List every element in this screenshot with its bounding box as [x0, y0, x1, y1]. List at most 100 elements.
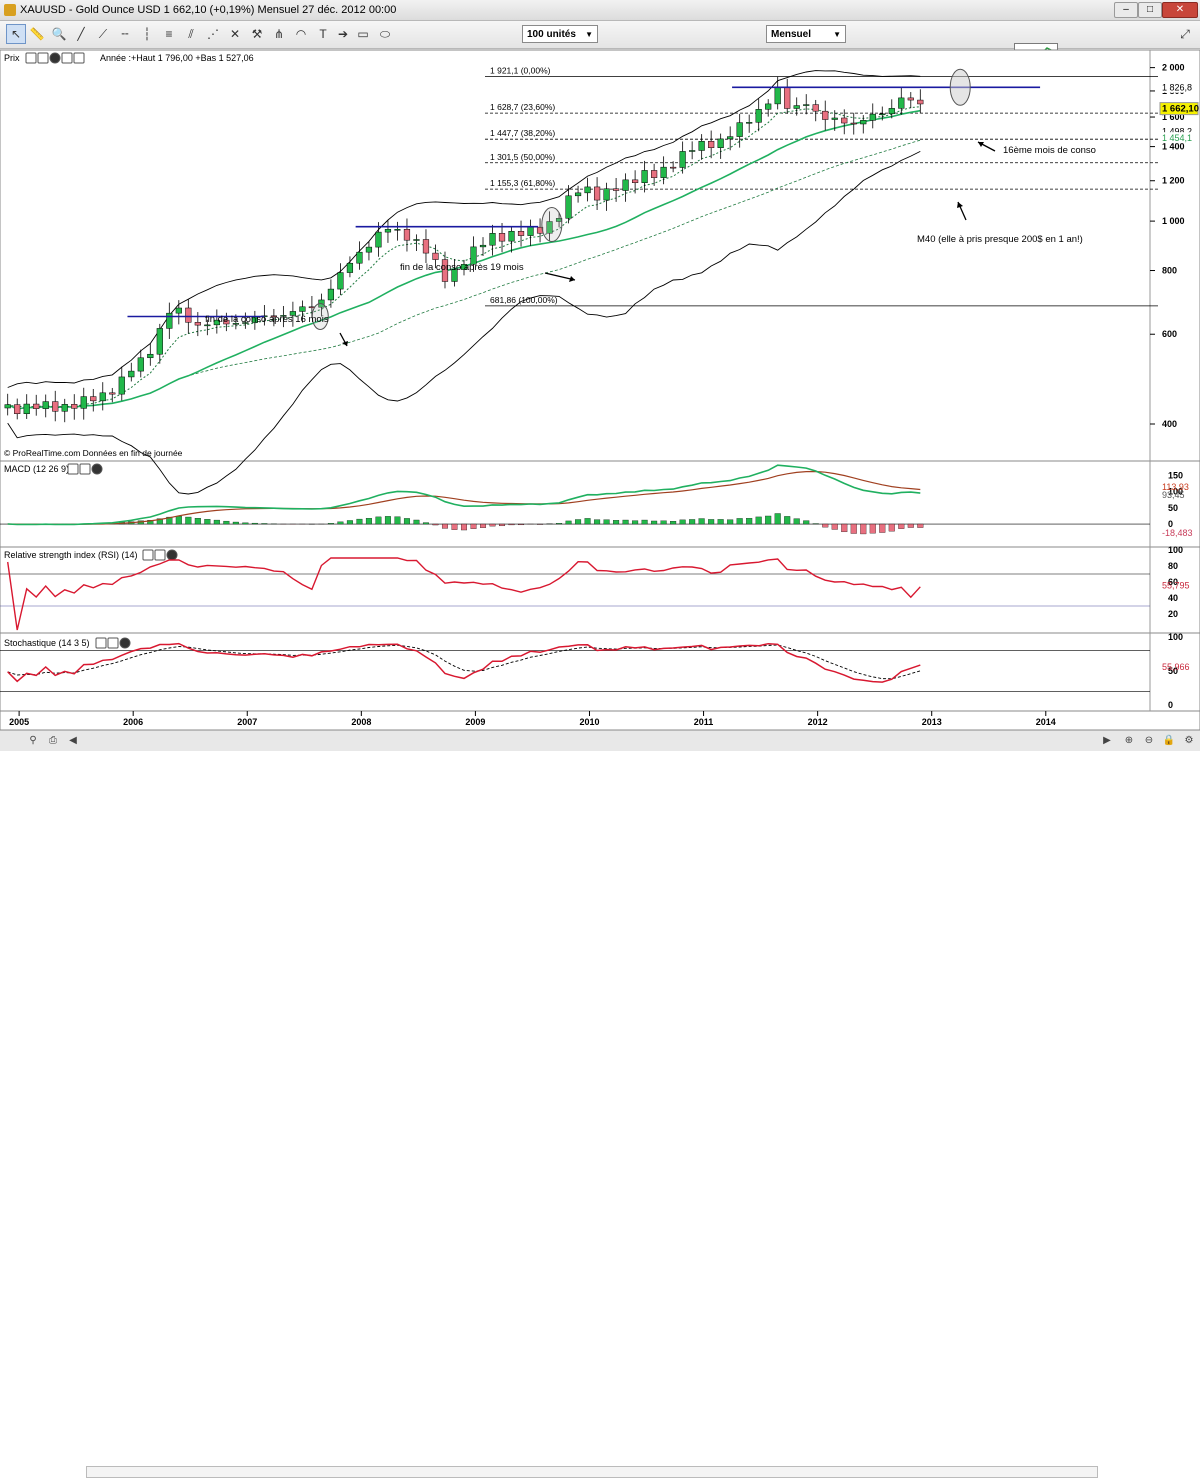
candle — [851, 123, 857, 124]
macd-histogram-bar — [908, 524, 914, 528]
macd-histogram-bar — [480, 524, 486, 528]
window-icon — [155, 550, 165, 560]
candle — [52, 402, 58, 412]
macd-histogram-bar — [214, 520, 220, 524]
binoculars-icon[interactable]: ⚲ — [26, 734, 40, 748]
candle — [632, 180, 638, 183]
rsi-tick-label: 80 — [1168, 561, 1178, 571]
candle — [746, 122, 752, 123]
candle — [699, 141, 705, 150]
macd-histogram-bar — [651, 521, 657, 524]
candle — [166, 313, 172, 328]
zoom-out-icon[interactable]: ⊖ — [1142, 734, 1156, 748]
time-axis — [0, 711, 1200, 730]
fibonacci-level-label: 1 447,7 (38,20%) — [490, 128, 555, 138]
candle — [366, 247, 372, 252]
candle — [14, 405, 20, 414]
wrench-icon — [68, 464, 78, 474]
candle — [613, 189, 619, 191]
stoch-tick-label: 100 — [1168, 632, 1183, 642]
macd-histogram-bar — [585, 518, 591, 524]
macd-histogram-bar — [613, 520, 619, 524]
candle — [33, 404, 39, 409]
candle — [404, 229, 410, 240]
candle — [24, 404, 30, 414]
window-icon — [80, 464, 90, 474]
candle — [661, 167, 667, 178]
candle — [338, 273, 344, 290]
macd-histogram-bar — [347, 520, 353, 524]
lock-icon[interactable]: 🔒 — [1162, 734, 1176, 748]
candle — [119, 377, 125, 394]
candle — [128, 371, 134, 377]
price-axis-label: 1 454,1 — [1162, 133, 1192, 143]
candle — [708, 141, 714, 147]
candle — [898, 98, 904, 108]
candle — [784, 87, 790, 108]
candle — [357, 252, 363, 263]
y-tick-label: 1 200 — [1162, 176, 1185, 186]
macd-histogram-bar — [243, 523, 249, 524]
macd-histogram-bar — [366, 518, 372, 524]
settings-icon[interactable]: ⚙ — [1182, 734, 1196, 748]
candle — [385, 229, 391, 232]
candle — [509, 231, 515, 241]
fibonacci-level-label: 1 628,7 (23,60%) — [490, 102, 555, 112]
macd-histogram-bar — [338, 522, 344, 524]
macd-histogram-bar — [813, 524, 819, 525]
candle — [727, 137, 733, 139]
window-icon — [108, 638, 118, 648]
candle — [62, 404, 68, 411]
macd-tick-label: 50 — [1168, 503, 1178, 513]
close-icon — [92, 464, 102, 474]
macd-histogram-bar — [471, 524, 477, 529]
macd-histogram-bar — [803, 521, 809, 524]
candle — [71, 404, 77, 408]
macd-histogram-bar — [404, 518, 410, 524]
candle — [737, 123, 743, 137]
candle — [756, 109, 762, 122]
rsi-tick-label: 20 — [1168, 609, 1178, 619]
candle — [100, 393, 106, 401]
fibonacci-level-label: 1 155,3 (61,80%) — [490, 178, 555, 188]
horizontal-scrollbar[interactable] — [86, 1466, 1098, 1478]
macd-histogram-bar — [889, 524, 895, 531]
candle — [195, 322, 201, 325]
print-icon[interactable]: ⎙ — [46, 734, 60, 748]
candle — [490, 233, 496, 245]
macd-histogram-bar — [784, 516, 790, 524]
x-tick-label: 2008 — [351, 717, 371, 727]
breakout-ellipse — [542, 207, 562, 241]
macd-histogram-bar — [233, 522, 239, 524]
current-price-label: 1 662,10 — [1162, 104, 1199, 115]
macd-histogram-bar — [433, 524, 439, 525]
macd-histogram-bar — [632, 521, 638, 524]
zoom-in-icon[interactable]: ⊕ — [1122, 734, 1136, 748]
macd-histogram-bar — [223, 521, 229, 524]
macd-histogram-bar — [737, 518, 743, 524]
candle — [528, 227, 534, 235]
candle — [185, 308, 191, 322]
candle — [328, 289, 334, 300]
x-tick-label: 2014 — [1036, 717, 1056, 727]
wrench-icon — [143, 550, 153, 560]
candle — [651, 170, 657, 177]
candle — [604, 189, 610, 200]
candle — [414, 239, 420, 240]
fibonacci-level-label: 681,86 (100,00%) — [490, 295, 558, 305]
candle — [157, 328, 163, 354]
macd-histogram-bar — [204, 519, 210, 524]
macd-histogram-bar — [822, 524, 828, 527]
annotation-label: fin de la conso après 16 mois — [205, 314, 329, 325]
y-tick-label: 400 — [1162, 419, 1177, 429]
x-tick-label: 2005 — [9, 717, 29, 727]
scroll-right-icon[interactable]: ▶ — [1100, 734, 1114, 748]
scroll-left-icon[interactable]: ◀ — [66, 734, 80, 748]
macd-histogram-bar — [385, 516, 391, 524]
macd-histogram-bar — [566, 521, 572, 524]
macd-histogram-bar — [661, 521, 667, 524]
candle — [670, 167, 676, 168]
x-tick-label: 2012 — [808, 717, 828, 727]
x-tick-label: 2006 — [123, 717, 143, 727]
